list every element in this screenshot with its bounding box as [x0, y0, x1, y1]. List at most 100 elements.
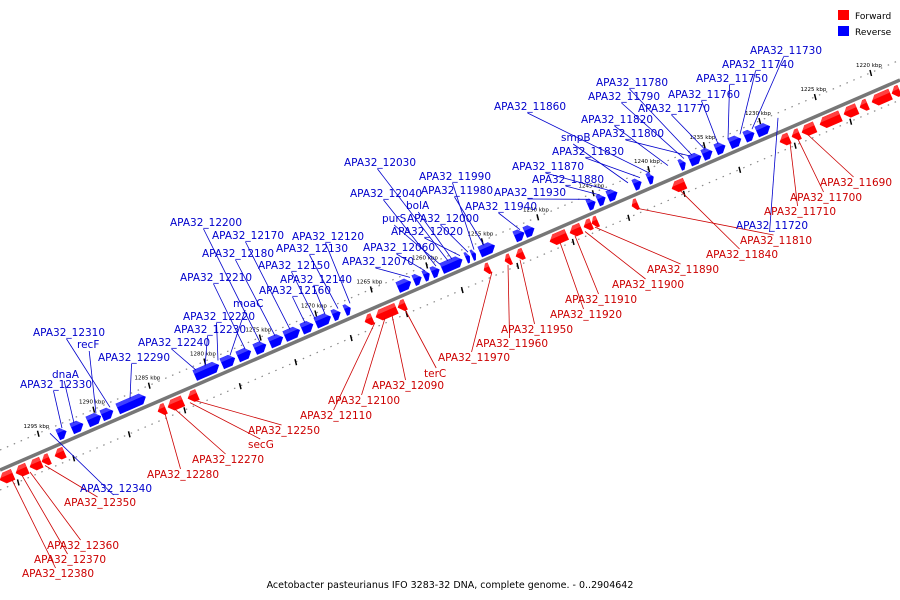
- tick-mark: [571, 238, 575, 246]
- gene-label-apa32-12000: APA32_12000: [407, 213, 479, 225]
- gene-label-apa32-11870: APA32_11870: [512, 161, 584, 173]
- reverse-gene-arrow: [512, 227, 525, 243]
- gene-label-terc: terC: [424, 368, 446, 380]
- forward-gene-arrow: [789, 128, 802, 141]
- leader-line: [545, 172, 611, 192]
- forward-gene-arrow: [567, 222, 584, 237]
- gene-label-apa32-11890: APA32_11890: [647, 264, 719, 276]
- legend-reverse-swatch: [838, 26, 849, 36]
- tick-mark: [147, 382, 151, 389]
- reverse-gene-arrow: [429, 264, 440, 279]
- forward-gene-arrow: [481, 262, 493, 275]
- tick-label: 1285 kbp: [135, 376, 161, 382]
- leader-line: [291, 271, 316, 319]
- leader-line: [164, 413, 181, 470]
- leader-line: [313, 285, 326, 315]
- leader-line: [29, 471, 81, 541]
- reverse-gene-arrow: [742, 128, 755, 143]
- gene-label-apa32-12230: APA32_12230: [174, 324, 246, 336]
- leader-line: [614, 125, 669, 166]
- leader-line: [194, 400, 282, 426]
- gene-label-dnaa: dnaA: [52, 369, 80, 381]
- tick-label: 1265 kbp: [357, 279, 383, 285]
- gene-label-apa32-12060: APA32_12060: [363, 242, 435, 254]
- leader-line: [671, 114, 706, 150]
- tick-label: 1225 kbp: [801, 87, 827, 93]
- reverse-gene-arrow: [645, 171, 654, 185]
- gene-label-apa32-12330: APA32_12330: [20, 379, 92, 391]
- forward-gene-arrow: [13, 462, 30, 477]
- tick-mark: [16, 479, 20, 486]
- tick-label: 1220 kbp: [856, 63, 882, 69]
- leader-line: [789, 142, 798, 207]
- gene-label-apa32-11690: APA32_11690: [820, 177, 892, 189]
- tick-mark: [516, 262, 520, 270]
- gene-label-apa32-12030: APA32_12030: [344, 157, 416, 169]
- gene-label-apa32-12140: APA32_12140: [280, 274, 352, 286]
- tick-mark: [460, 286, 464, 294]
- gene-label-apa32-12110: APA32_12110: [300, 410, 372, 422]
- leader-line: [424, 237, 461, 257]
- gene-label-apa32-12100: APA32_12100: [328, 395, 400, 407]
- gene-label-apa32-11940: APA32_11940: [465, 201, 537, 213]
- gene-label-apa32-12170: APA32_12170: [212, 230, 284, 242]
- leader-line: [63, 380, 75, 424]
- gene-label-apa32-11830: APA32_11830: [552, 146, 624, 158]
- gene-label-apa32-11900: APA32_11900: [612, 279, 684, 291]
- forward-gene-arrow: [513, 247, 526, 260]
- gene-label-apa32-11930: APA32_11930: [494, 187, 566, 199]
- gene-label-apa32-12280: APA32_12280: [147, 469, 219, 481]
- tick-mark: [127, 431, 131, 438]
- reverse-gene-arrow: [235, 346, 252, 363]
- gene-label-apa32-12240: APA32_12240: [138, 337, 210, 349]
- leader-line: [391, 315, 406, 381]
- gene-label-secg: secG: [248, 439, 274, 451]
- legend-reverse-label: Reverse: [855, 28, 892, 38]
- gene-label-apa32-11950: APA32_11950: [501, 324, 573, 336]
- reverse-gene-arrow: [330, 307, 341, 322]
- gene-label-apa32-12120: APA32_12120: [292, 231, 364, 243]
- leader-line: [584, 231, 646, 280]
- leader-line: [129, 363, 132, 399]
- forward-gene-arrow: [889, 84, 900, 97]
- gene-label-apa32-11970: APA32_11970: [438, 352, 510, 364]
- leader-line: [44, 465, 98, 498]
- leader-line: [572, 143, 629, 184]
- gene-label-apa32-12020: APA32_12020: [391, 226, 463, 238]
- tick-mark: [627, 214, 631, 222]
- gene-label-apa32-11880: APA32_11880: [532, 174, 604, 186]
- gene-label-apa32-11750: APA32_11750: [696, 73, 768, 85]
- gene-label-apa32-11840: APA32_11840: [706, 249, 778, 261]
- gene-label-apa32-11810: APA32_11810: [740, 235, 812, 247]
- gene-label-purs: purS: [382, 213, 407, 225]
- tick-mark: [536, 214, 540, 221]
- forward-gene-arrow: [362, 313, 375, 326]
- leader-line: [216, 322, 219, 361]
- tick-mark: [849, 118, 853, 125]
- forward-gene-arrow: [589, 215, 601, 228]
- gene-label-apa32-11720: APA32_11720: [736, 220, 808, 232]
- tick-mark: [294, 358, 298, 366]
- reverse-gene-arrow: [395, 276, 412, 293]
- reverse-gene-arrow: [477, 240, 495, 258]
- tick-label: 1290 kbp: [79, 400, 105, 406]
- gene-label-apa32-11780: APA32_11780: [596, 77, 668, 89]
- reverse-gene-arrow: [727, 133, 742, 150]
- tick-mark: [702, 141, 706, 149]
- reverse-gene-arrow: [85, 411, 102, 428]
- gene-label-apa32-12180: APA32_12180: [202, 248, 274, 260]
- gene-label-apa32-12250: APA32_12250: [248, 425, 320, 437]
- forward-gene-arrow: [857, 98, 870, 111]
- leader-line: [452, 182, 475, 250]
- leader-line: [333, 322, 376, 411]
- tick-mark: [92, 406, 96, 413]
- reverse-gene-arrow: [700, 146, 713, 161]
- gene-label-apa32-12160: APA32_12160: [259, 285, 331, 297]
- gene-label-apa32-11710: APA32_11710: [764, 206, 836, 218]
- tick-mark: [425, 262, 429, 269]
- leader-line: [519, 259, 535, 325]
- reverse-gene-arrow: [115, 391, 146, 415]
- reverse-gene-arrow: [421, 268, 430, 282]
- reverse-gene-arrow: [282, 325, 300, 342]
- leader-line: [621, 102, 685, 159]
